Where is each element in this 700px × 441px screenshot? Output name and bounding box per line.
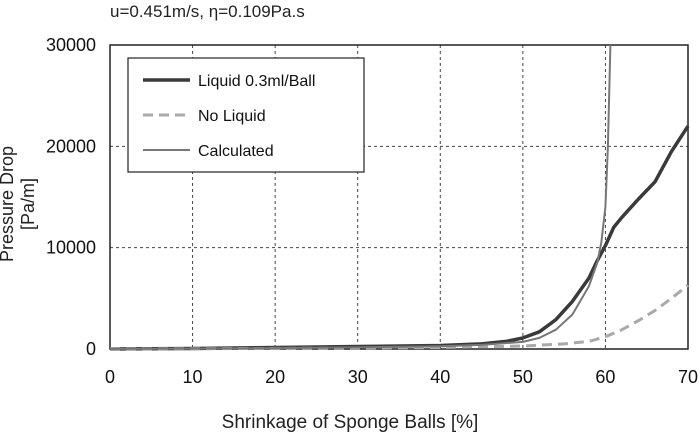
y-tick-label: 30000 [46, 35, 96, 55]
legend-label: Liquid 0.3ml/Ball [198, 73, 315, 90]
y-tick-labels: 0 10000 20000 30000 [46, 35, 96, 359]
x-tick-label: 50 [513, 367, 533, 387]
y-axis-label: Pressure Drop [Pa/m] [0, 145, 38, 263]
x-tick-label: 20 [265, 367, 285, 387]
x-tick-label: 10 [183, 367, 203, 387]
series-line-3 [109, 44, 612, 350]
chart-title: u=0.451m/s, η=0.109Pa.s [110, 2, 305, 21]
legend-label: Calculated [198, 143, 274, 160]
y-tick-label: 20000 [46, 136, 96, 156]
x-axis-label: Shrinkage of Sponge Balls [%] [221, 412, 479, 433]
series-lines [109, 44, 690, 351]
x-tick-label: 70 [678, 367, 698, 387]
x-tick-labels: 0 10 20 30 40 50 60 70 [105, 367, 698, 387]
x-tick-label: 0 [105, 367, 115, 387]
x-tick-label: 30 [348, 367, 368, 387]
legend: Liquid 0.3ml/Ball No Liquid Calculated [127, 57, 365, 173]
y-tick-label: 10000 [46, 238, 96, 258]
y-tick-label: 0 [86, 339, 96, 359]
series-line-2 [109, 284, 689, 351]
x-tick-label: 40 [430, 367, 450, 387]
x-tick-label: 60 [595, 367, 615, 387]
legend-label: No Liquid [198, 108, 266, 125]
legend-box [127, 57, 365, 173]
